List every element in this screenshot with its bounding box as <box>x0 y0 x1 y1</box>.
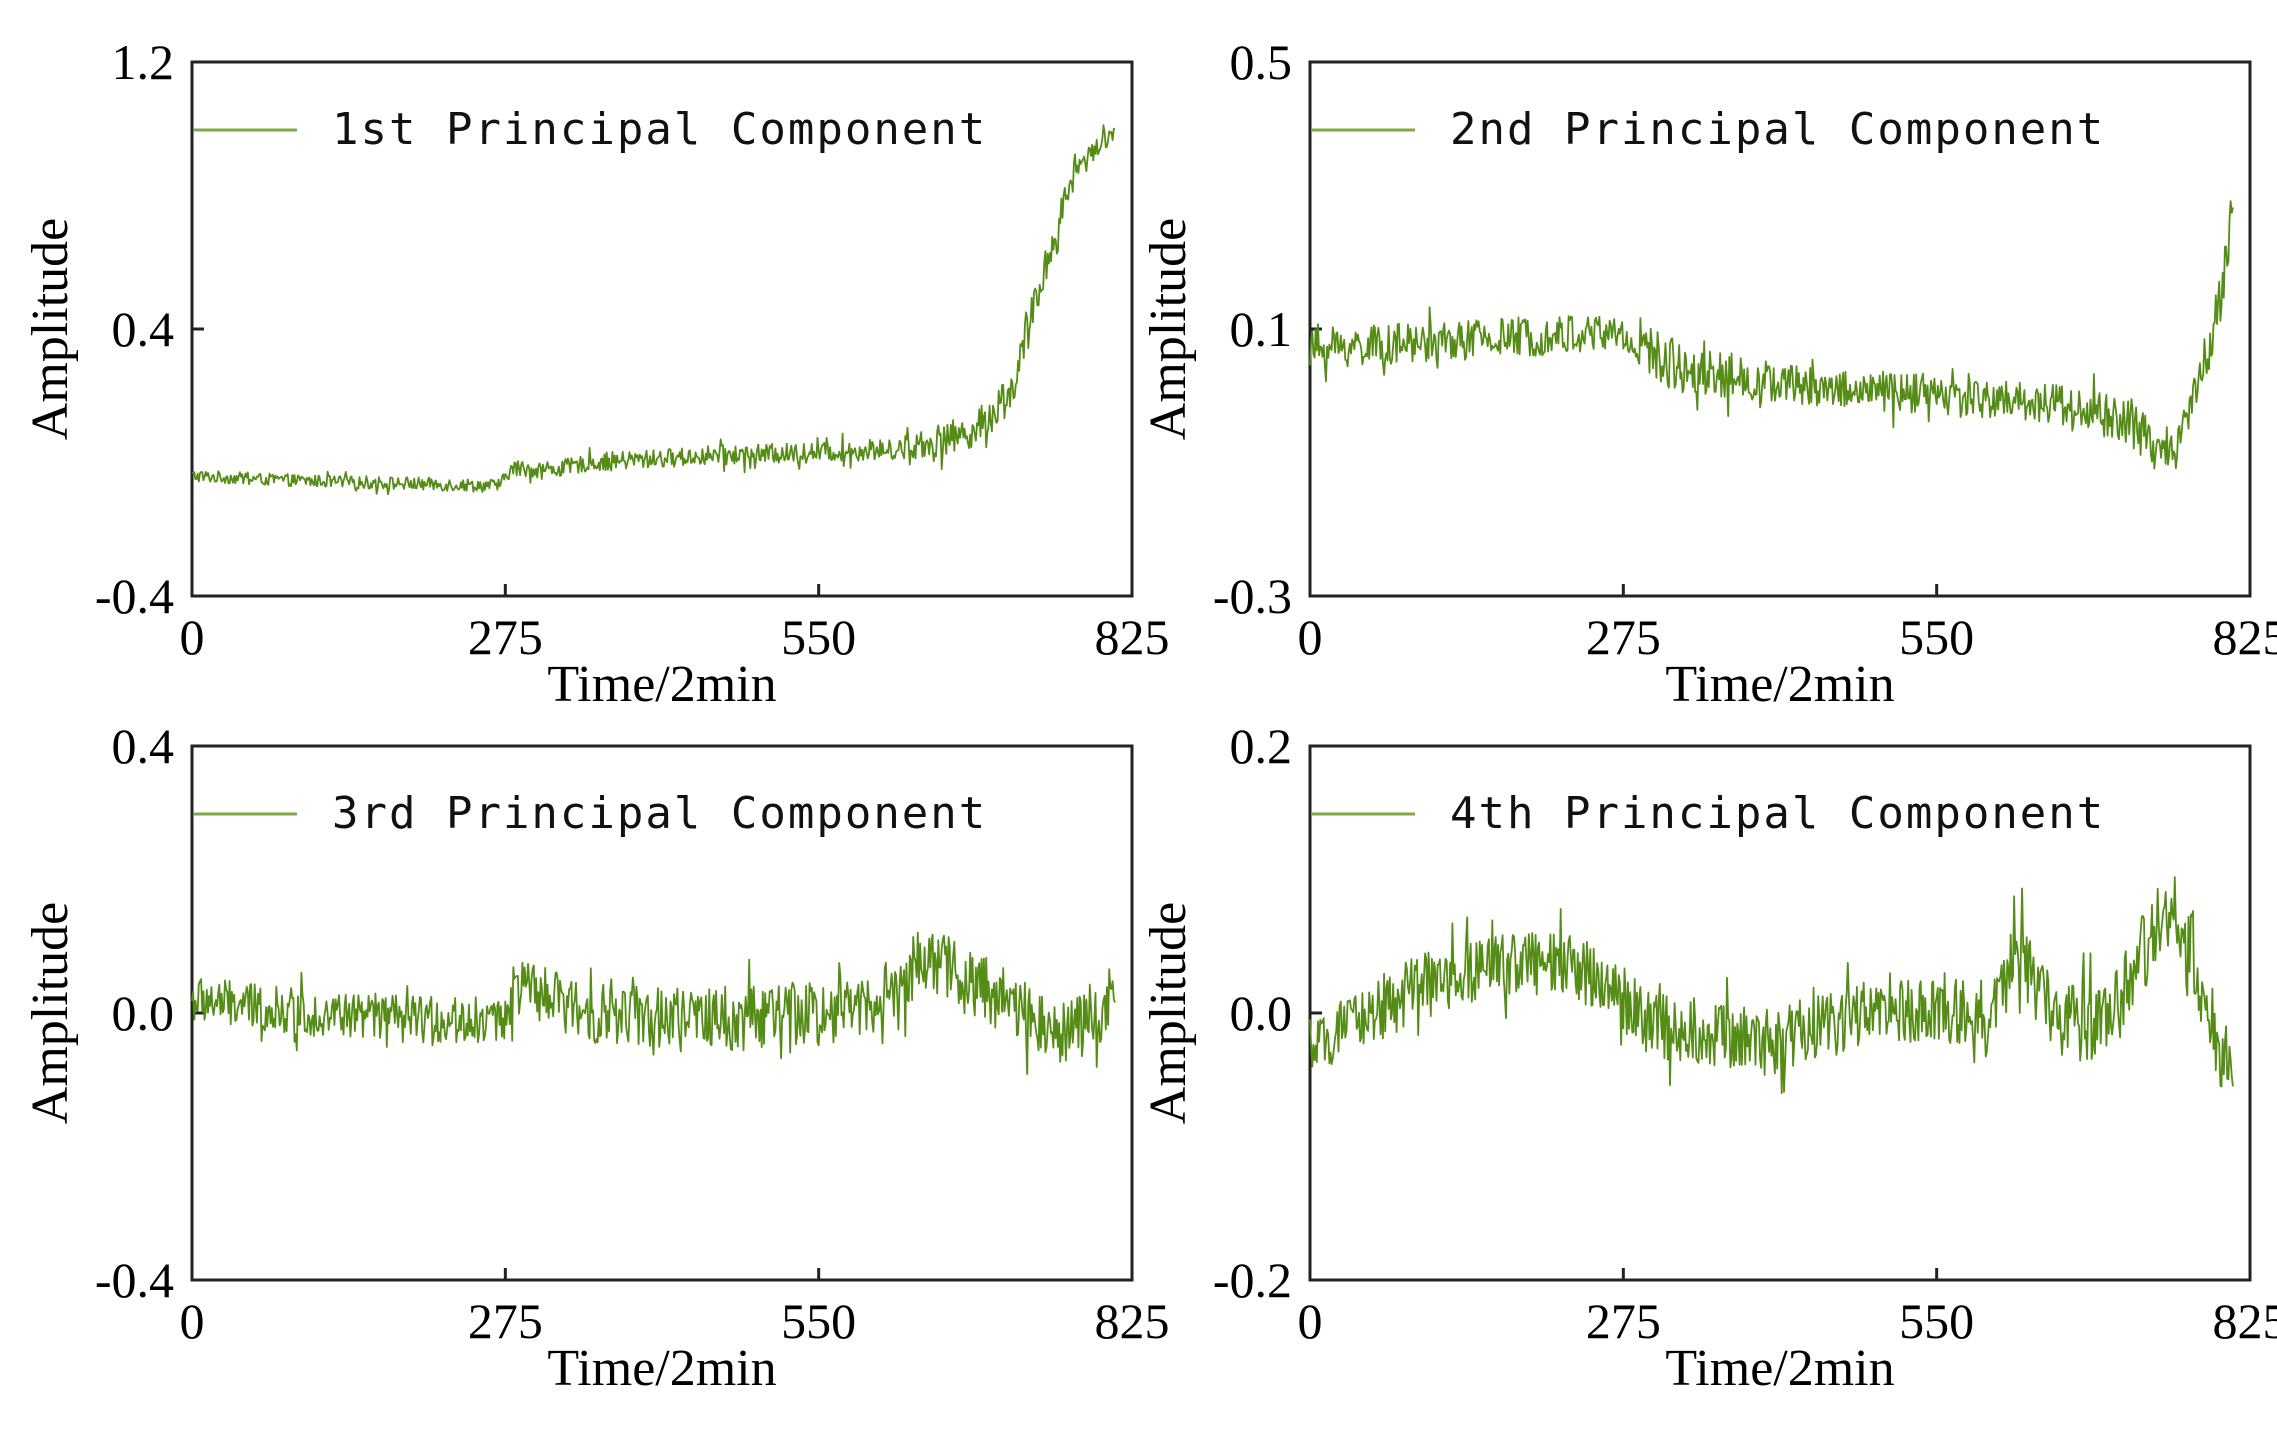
y-tick-label: 0.0 <box>1230 985 1293 1041</box>
x-tick-label: 825 <box>1095 609 1170 665</box>
y-tick-label: 0.0 <box>112 985 175 1041</box>
x-tick-label: 0 <box>1298 609 1323 665</box>
y-axis-label: Amplitude <box>22 218 79 440</box>
series-line <box>1309 876 2234 1095</box>
x-tick-label: 550 <box>1899 1293 1974 1349</box>
x-axis-label: Time/2min <box>547 656 776 713</box>
panel-3rd-principal-component: 0 275 550 825 -0.4 0.0 0.4 Time/2min Amplitude 3r… <box>22 718 1170 1397</box>
y-tick-label: 0.4 <box>112 718 175 774</box>
x-tick-label: 825 <box>2213 609 2277 665</box>
x-tick-label: 275 <box>1586 1293 1661 1349</box>
legend-label: 1st Principal Component <box>332 104 987 155</box>
series-line <box>191 124 1115 496</box>
y-axis-label: Amplitude <box>1140 902 1197 1124</box>
x-tick-label: 550 <box>1899 609 1974 665</box>
x-tick-label: 275 <box>1586 609 1661 665</box>
x-axis-label: Time/2min <box>547 1340 776 1397</box>
legend-label: 4th Principal Component <box>1450 788 2105 839</box>
x-tick-label: 825 <box>2213 1293 2277 1349</box>
x-tick-label: 0 <box>180 609 205 665</box>
x-axis-label: Time/2min <box>1665 1340 1894 1397</box>
series-line <box>1309 200 2234 470</box>
y-tick-label: -0.2 <box>1213 1252 1292 1308</box>
y-tick-label: 0.5 <box>1230 34 1293 90</box>
x-tick-label: 0 <box>180 1293 205 1349</box>
y-tick-label: 1.2 <box>112 34 175 90</box>
y-tick-label: 0.1 <box>1230 301 1293 357</box>
x-tick-label: 0 <box>1298 1293 1323 1349</box>
x-tick-label: 550 <box>781 1293 856 1349</box>
x-tick-label: 550 <box>781 609 856 665</box>
y-axis-label: Amplitude <box>22 902 79 1124</box>
y-tick-label: 0.4 <box>112 301 175 357</box>
y-tick-label: -0.4 <box>95 568 174 624</box>
legend-label: 3rd Principal Component <box>332 788 987 839</box>
panel-1st-principal-component: 0 275 550 825 -0.4 0.4 1.2 Time/2min Amplitude 1s… <box>22 34 1170 713</box>
legend-label: 2nd Principal Component <box>1450 104 2105 155</box>
x-tick-label: 275 <box>468 609 543 665</box>
x-tick-label: 275 <box>468 1293 543 1349</box>
y-axis-label: Amplitude <box>1140 218 1197 440</box>
x-axis-label: Time/2min <box>1665 656 1894 713</box>
x-tick-label: 825 <box>1095 1293 1170 1349</box>
panel-4th-principal-component: 0 275 550 825 -0.2 0.0 0.2 Time/2min Amplitude 4t… <box>1140 718 2277 1397</box>
y-tick-label: -0.3 <box>1213 568 1292 624</box>
y-tick-label: 0.2 <box>1230 718 1293 774</box>
y-tick-label: -0.4 <box>95 1252 174 1308</box>
panel-2nd-principal-component: 0 275 550 825 -0.3 0.1 0.5 Time/2min Amplitude 2n… <box>1140 34 2277 713</box>
series-line <box>191 931 1116 1075</box>
